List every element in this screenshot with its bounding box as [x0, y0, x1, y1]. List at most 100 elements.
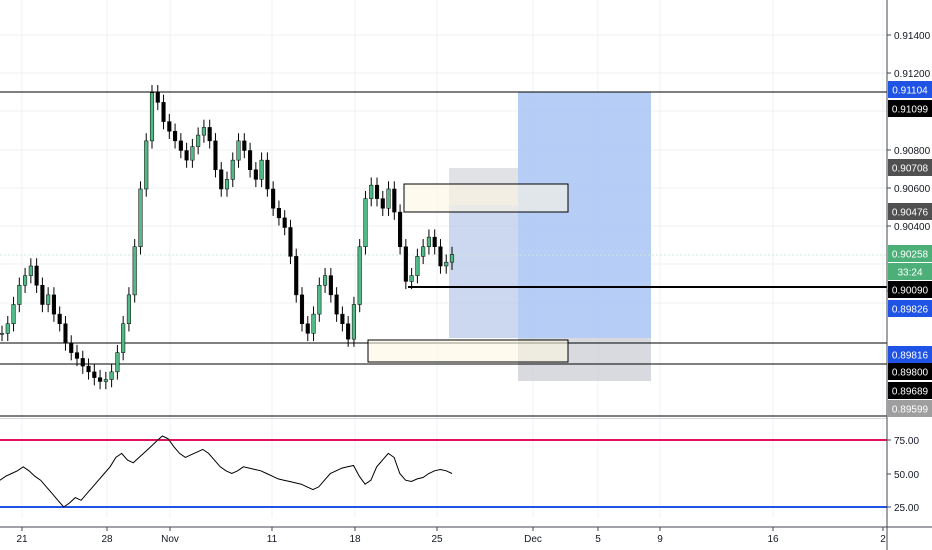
candle-body: [340, 313, 345, 324]
candle-body: [184, 150, 189, 161]
rsi-pane: [0, 418, 887, 508]
price-label: [888, 300, 932, 317]
candle-body: [178, 140, 183, 151]
price-axis[interactable]: 0.91400 0.91200 0.90800 0.90600 0.90400 0.900…: [886, 0, 932, 550]
candle-body: [294, 256, 299, 296]
price-label: [888, 281, 932, 298]
candle-body: [438, 246, 443, 267]
candle-body: [230, 159, 235, 180]
x-tick-label: 25: [431, 534, 443, 545]
candle-body: [34, 265, 39, 286]
candle-body: [115, 352, 120, 373]
y-tick-label: 0.91400: [894, 31, 931, 42]
demand-zone: [367, 339, 569, 363]
y-tick-label: 0.90800: [894, 146, 931, 157]
candle-body: [282, 217, 287, 228]
candle-body: [386, 188, 391, 209]
supply-demand-zones: [367, 183, 569, 363]
candle-body: [392, 188, 397, 213]
candle-body: [317, 285, 322, 315]
candle-body: [323, 275, 328, 286]
candle-body: [403, 246, 408, 282]
candle-body: [86, 365, 91, 373]
candle-body: [253, 169, 258, 180]
price-label: [888, 363, 932, 380]
candle-body: [155, 92, 160, 103]
candle-body: [167, 121, 172, 132]
candle-body: [92, 371, 97, 378]
candle-body: [328, 275, 333, 296]
candle-body: [213, 140, 218, 170]
price-label: [888, 245, 932, 262]
price-label-text: 0.89800: [892, 368, 929, 379]
price-label-text: 33:24: [897, 268, 922, 279]
candle-body: [288, 227, 293, 257]
candle-body: [248, 150, 253, 170]
price-label-text: 0.90258: [892, 250, 929, 261]
candle-body: [236, 140, 241, 161]
x-tick-label: Dec: [524, 534, 542, 545]
candle-body: [80, 358, 85, 367]
candle-body: [380, 198, 385, 209]
candle-body: [276, 208, 281, 219]
candle-body: [259, 159, 264, 180]
candle-body: [23, 275, 28, 286]
x-tick-label: 2: [880, 534, 886, 545]
price-label-text: 0.89816: [892, 351, 929, 362]
price-label: [888, 100, 932, 117]
x-tick-label: 28: [101, 534, 113, 545]
candle-body: [144, 140, 149, 190]
candle-body: [5, 323, 10, 334]
candle-body: [132, 246, 137, 296]
candle-body: [190, 146, 195, 161]
y-tick-label: 0.90400: [894, 222, 931, 233]
candle-body: [63, 323, 68, 344]
candle-body: [98, 377, 103, 382]
candle-body: [426, 236, 431, 247]
candle-body: [11, 304, 16, 324]
price-label: [888, 81, 932, 98]
price-label-text: 0.89689: [892, 387, 929, 398]
x-tick-label: 5: [595, 534, 601, 545]
candle-body: [398, 211, 403, 248]
x-tick-label: Nov: [161, 534, 179, 545]
candle-body: [17, 285, 22, 305]
candle-body: [351, 304, 356, 340]
candle-body: [126, 294, 131, 324]
candle-body: [46, 294, 51, 305]
price-label: [888, 263, 932, 280]
candle-body: [421, 246, 426, 257]
candle-body: [271, 188, 276, 209]
y-tick-label: 0.91200: [894, 69, 931, 80]
rsi-tick-label: 50.00: [894, 470, 919, 481]
position-range-shade: [449, 205, 518, 338]
candlestick-series: [0, 85, 455, 390]
candle-body: [103, 379, 108, 382]
candle-body: [444, 261, 449, 267]
candle-body: [369, 184, 374, 199]
candle-body: [40, 285, 45, 305]
candle-body: [69, 342, 74, 353]
price-label: [888, 400, 932, 417]
time-axis[interactable]: 21 28 Nov 11 18 25 Dec 5 9 16 2: [0, 526, 932, 545]
candle-body: [415, 256, 420, 276]
candle-body: [409, 275, 414, 282]
candle-body: [374, 184, 380, 199]
candle-body: [121, 323, 126, 353]
x-tick-label: 16: [767, 534, 779, 545]
candle-body: [109, 371, 114, 380]
candle-body: [161, 102, 166, 122]
price-label-text: 0.90708: [892, 164, 929, 175]
price-label: [888, 203, 932, 220]
position-target-zone: [518, 92, 651, 338]
candle-body: [242, 140, 247, 151]
candle-body: [224, 179, 230, 190]
candle-body: [357, 246, 362, 305]
candle-body: [173, 131, 178, 142]
candle-body: [149, 92, 155, 142]
x-tick-label: 9: [657, 534, 663, 545]
candle-body: [207, 127, 212, 142]
position-box: [449, 92, 651, 381]
y-tick-label: 0.90600: [894, 184, 931, 195]
price-grid: [0, 0, 887, 518]
